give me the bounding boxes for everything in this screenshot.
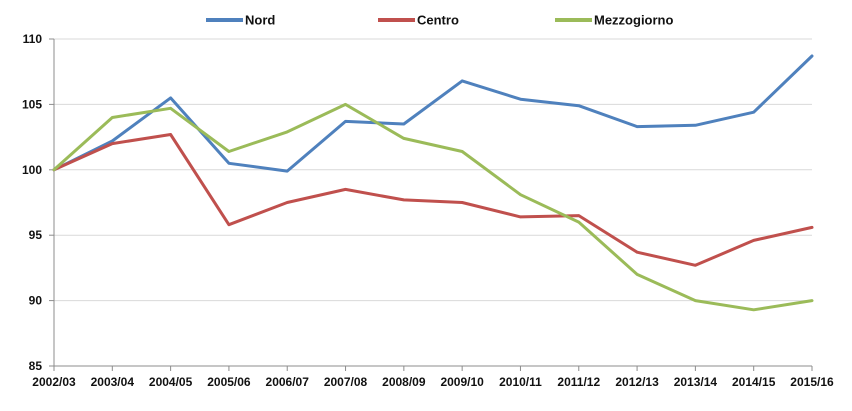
data-point-centro bbox=[286, 201, 289, 204]
x-tick-label: 2012/13 bbox=[615, 375, 659, 389]
data-point-centro bbox=[344, 188, 347, 191]
data-point-centro bbox=[577, 214, 580, 217]
x-tick-label: 2013/14 bbox=[674, 375, 718, 389]
data-point-mezzogiorno bbox=[111, 116, 114, 119]
data-point-centro bbox=[694, 264, 697, 267]
series-line-mezzogiorno bbox=[52, 102, 814, 312]
data-point-centro bbox=[460, 201, 464, 204]
legend-label-mezzogiorno: Mezzogiorno bbox=[594, 13, 673, 28]
y-tick-label: 100 bbox=[22, 163, 42, 177]
x-tick-label: 2015/16 bbox=[790, 375, 834, 389]
series-line-centro bbox=[52, 133, 814, 267]
data-point-nord bbox=[286, 169, 289, 173]
y-tick-label: 85 bbox=[29, 359, 43, 373]
data-point-nord bbox=[111, 139, 114, 143]
x-tick-label: 2007/08 bbox=[324, 375, 368, 389]
series-line-nord bbox=[52, 54, 814, 173]
data-point-centro bbox=[169, 133, 172, 136]
x-tick-label: 2006/07 bbox=[266, 375, 310, 389]
x-tick-label: 2010/11 bbox=[499, 375, 542, 389]
data-point-centro bbox=[752, 239, 755, 242]
x-tick-label: 2002/03 bbox=[32, 375, 76, 389]
data-point-mezzogiorno bbox=[694, 299, 697, 302]
data-point-nord bbox=[460, 79, 464, 83]
data-point-centro bbox=[227, 223, 231, 226]
legend-label-centro: Centro bbox=[417, 13, 459, 28]
x-tick-label: 2004/05 bbox=[149, 375, 193, 389]
grid-layer bbox=[54, 38, 812, 302]
data-point-centro bbox=[810, 226, 814, 229]
axis-layer: 85 90 95 100 105 110 2002/03 2003/04 2004/05 2005… bbox=[22, 32, 834, 389]
data-point-nord bbox=[694, 124, 697, 127]
data-point-mezzogiorno bbox=[169, 107, 172, 110]
y-tick-label: 105 bbox=[22, 97, 42, 111]
data-point-mezzogiorno bbox=[752, 308, 755, 311]
data-point-nord bbox=[635, 125, 639, 128]
x-tick-label: 2008/09 bbox=[382, 375, 426, 389]
data-point-nord bbox=[227, 162, 231, 165]
data-point-mezzogiorno bbox=[286, 130, 289, 134]
data-point-mezzogiorno bbox=[227, 150, 231, 153]
data-point-mezzogiorno bbox=[519, 193, 522, 196]
data-point-mezzogiorno bbox=[577, 220, 580, 224]
data-point-centro bbox=[519, 215, 522, 219]
data-point-centro bbox=[402, 198, 406, 202]
data-point-mezzogiorno bbox=[52, 168, 56, 171]
data-point-mezzogiorno bbox=[344, 103, 347, 106]
data-point-centro bbox=[635, 251, 639, 254]
y-tick-label: 95 bbox=[29, 228, 43, 242]
data-point-nord bbox=[402, 122, 406, 126]
data-point-nord bbox=[344, 120, 347, 123]
data-point-mezzogiorno bbox=[810, 299, 814, 302]
y-tick-label: 110 bbox=[23, 32, 43, 46]
data-point-centro bbox=[111, 142, 114, 145]
series-layer bbox=[52, 54, 814, 312]
x-tick-label: 2011/12 bbox=[557, 375, 600, 389]
x-tick-label: 2003/04 bbox=[91, 375, 135, 389]
x-tick-label: 2014/15 bbox=[732, 375, 776, 389]
x-tick-label: 2005/06 bbox=[207, 375, 251, 389]
data-point-nord bbox=[519, 97, 522, 101]
data-point-nord bbox=[752, 111, 755, 114]
data-point-nord bbox=[810, 54, 814, 58]
data-point-nord bbox=[577, 104, 580, 107]
data-point-mezzogiorno bbox=[635, 273, 639, 276]
legend-label-nord: Nord bbox=[245, 13, 275, 28]
x-tick-label: 2009/10 bbox=[440, 375, 484, 389]
y-tick-label: 90 bbox=[29, 294, 43, 308]
data-point-mezzogiorno bbox=[460, 150, 464, 153]
data-point-mezzogiorno bbox=[402, 137, 406, 140]
legend: Nord Centro Mezzogiorno bbox=[206, 13, 673, 28]
data-point-nord bbox=[169, 96, 172, 100]
